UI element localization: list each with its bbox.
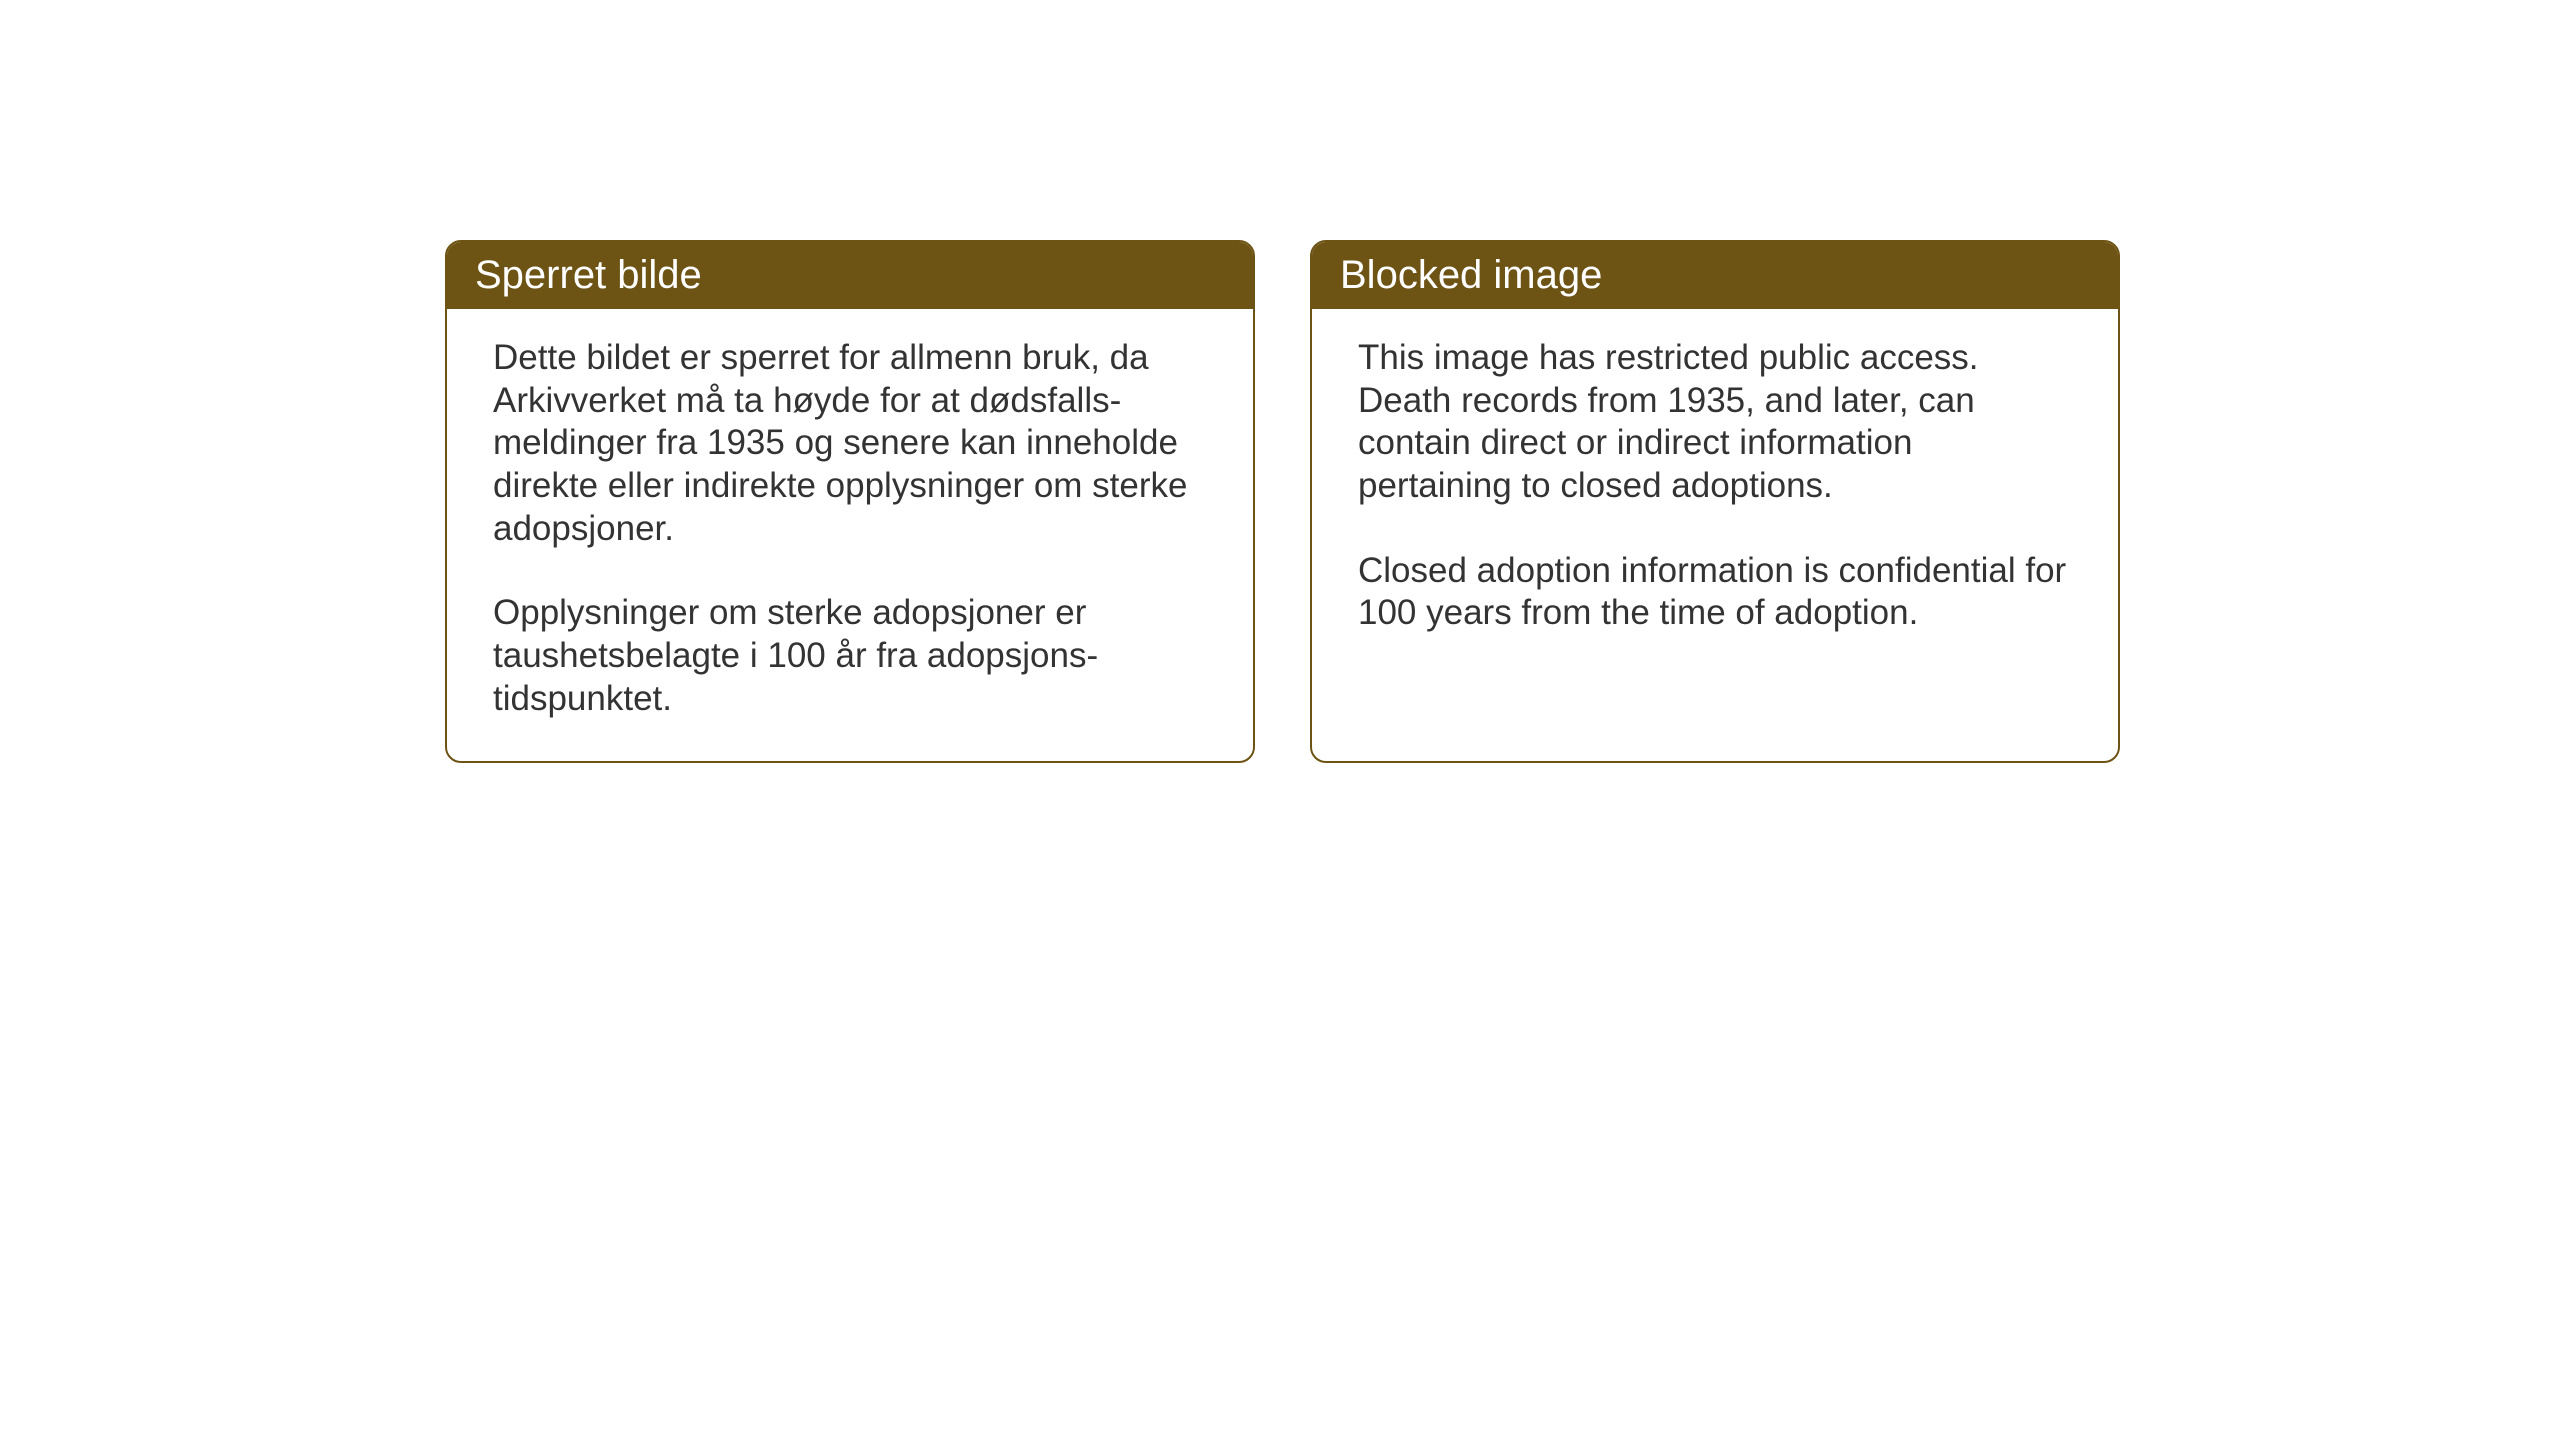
norwegian-paragraph-1: Dette bildet er sperret for allmenn bruk… (493, 337, 1207, 550)
english-paragraph-2: Closed adoption information is confident… (1358, 550, 2072, 635)
norwegian-notice-card: Sperret bilde Dette bildet er sperret fo… (445, 240, 1255, 763)
english-paragraph-1: This image has restricted public access.… (1358, 337, 2072, 508)
english-notice-card: Blocked image This image has restricted … (1310, 240, 2120, 763)
english-card-body: This image has restricted public access.… (1312, 309, 2118, 675)
notice-container: Sperret bilde Dette bildet er sperret fo… (445, 240, 2120, 763)
norwegian-card-title: Sperret bilde (447, 242, 1253, 309)
norwegian-card-body: Dette bildet er sperret for allmenn bruk… (447, 309, 1253, 761)
norwegian-paragraph-2: Opplysninger om sterke adopsjoner er tau… (493, 592, 1207, 720)
english-card-title: Blocked image (1312, 242, 2118, 309)
